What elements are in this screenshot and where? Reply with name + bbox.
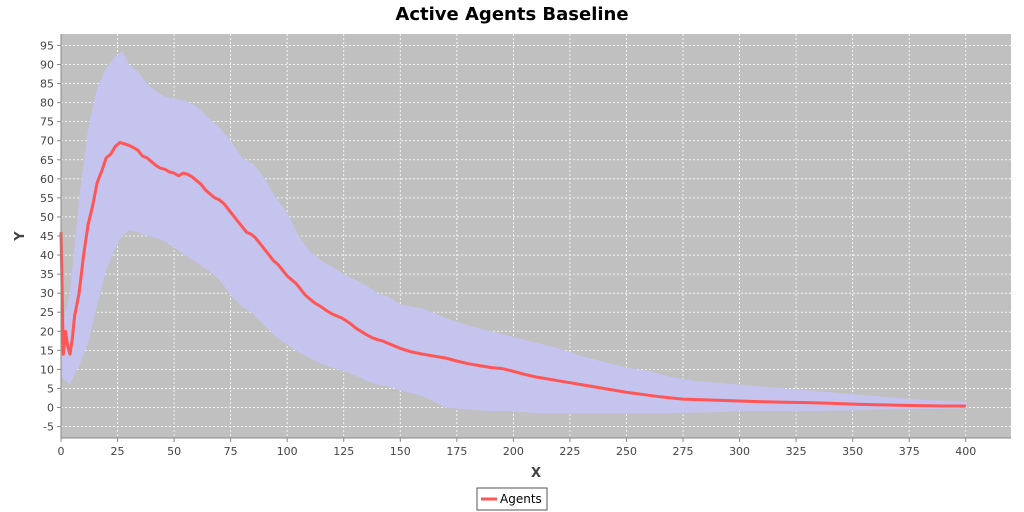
x-tick-label: 350 xyxy=(842,445,863,458)
legend-label-agents: Agents xyxy=(500,492,542,506)
x-tick-label: 375 xyxy=(899,445,920,458)
y-tick-label: 85 xyxy=(40,78,54,91)
x-tick-label: 75 xyxy=(224,445,238,458)
y-tick-label: 35 xyxy=(40,268,54,281)
x-tick-label: 275 xyxy=(673,445,694,458)
range-band xyxy=(61,51,966,414)
chart-title: Active Agents Baseline xyxy=(395,4,628,25)
y-tick-label: -5 xyxy=(43,421,54,434)
x-tick-label: 325 xyxy=(786,445,807,458)
y-tick-label: 30 xyxy=(40,287,54,300)
y-tick-label: 10 xyxy=(40,363,54,376)
y-tick-label: 70 xyxy=(40,135,54,148)
y-tick-label: 55 xyxy=(40,192,54,205)
legend-box xyxy=(476,487,548,511)
x-tick-label: 225 xyxy=(559,445,580,458)
y-tick-label: 40 xyxy=(40,249,54,262)
x-tick-label: 300 xyxy=(729,445,750,458)
y-tick-label: 20 xyxy=(40,325,54,338)
x-tick-label: 125 xyxy=(333,445,354,458)
x-axis-label: X xyxy=(531,466,541,481)
y-tick-label: 65 xyxy=(40,154,54,167)
x-tick-label: 250 xyxy=(616,445,637,458)
y-tick-label: 75 xyxy=(40,116,54,129)
x-tick-label: 0 xyxy=(58,445,65,458)
agents-line xyxy=(59,141,966,408)
y-tick-label: 95 xyxy=(40,39,54,52)
y-tick-label: 60 xyxy=(40,173,54,186)
x-tick-label: 50 xyxy=(167,445,181,458)
y-tick-label: 90 xyxy=(40,58,54,71)
x-tick-label: 400 xyxy=(955,445,976,458)
y-tick-label: 5 xyxy=(47,382,54,395)
y-tick-label: 0 xyxy=(47,402,54,415)
y-tick-label: 80 xyxy=(40,97,54,110)
x-tick-label: 150 xyxy=(390,445,411,458)
y-tick-label: 25 xyxy=(40,306,54,319)
legend: Agents xyxy=(476,487,548,511)
x-tick-label: 25 xyxy=(111,445,125,458)
y-axis-ticks: -5 0 5 10 15 20 25 30 35 40 45 50 55 60 65 70 75 80 85 90 95 xyxy=(40,39,61,434)
y-axis-label: Y xyxy=(13,231,28,242)
y-tick-label: 15 xyxy=(40,344,54,357)
x-axis-ticks: 0 25 50 75 100 125 150 175 200 225 250 275 300 325 350… xyxy=(58,438,976,458)
x-tick-label: 175 xyxy=(446,445,467,458)
x-tick-label: 100 xyxy=(277,445,298,458)
y-tick-label: 45 xyxy=(40,230,54,243)
x-tick-label: 200 xyxy=(503,445,524,458)
y-tick-label: 50 xyxy=(40,211,54,224)
